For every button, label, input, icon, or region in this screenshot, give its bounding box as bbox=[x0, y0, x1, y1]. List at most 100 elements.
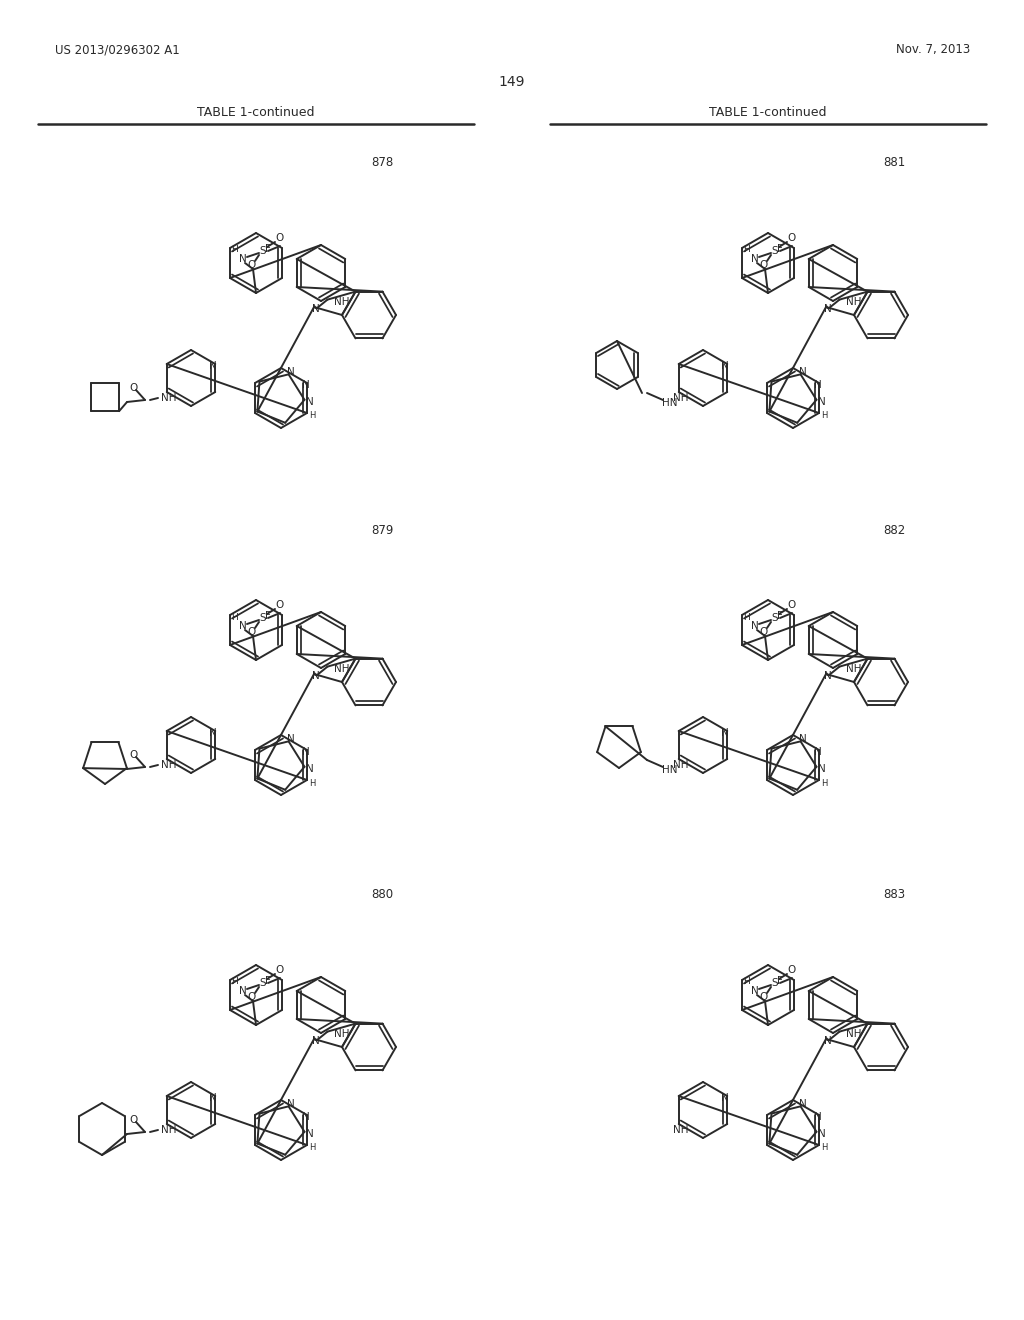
Text: N: N bbox=[799, 367, 807, 378]
Text: N: N bbox=[287, 367, 295, 378]
Text: O: O bbox=[274, 601, 283, 610]
Text: N: N bbox=[312, 672, 319, 681]
Text: H: H bbox=[309, 1143, 315, 1152]
Text: H: H bbox=[231, 612, 239, 622]
Text: US 2013/0296302 A1: US 2013/0296302 A1 bbox=[55, 44, 180, 57]
Text: N: N bbox=[721, 729, 729, 738]
Text: O: O bbox=[247, 993, 255, 1002]
Text: N: N bbox=[240, 986, 247, 997]
Text: O: O bbox=[274, 965, 283, 975]
Text: F: F bbox=[777, 244, 783, 253]
Text: N: N bbox=[302, 380, 310, 389]
Text: NH: NH bbox=[673, 393, 689, 403]
Text: O: O bbox=[786, 234, 795, 243]
Text: N: N bbox=[305, 764, 313, 774]
Text: N: N bbox=[721, 360, 729, 371]
Text: 883: 883 bbox=[883, 888, 905, 902]
Text: N: N bbox=[240, 620, 247, 631]
Text: TABLE 1-continued: TABLE 1-continued bbox=[710, 106, 826, 119]
Text: N: N bbox=[209, 360, 217, 371]
Text: O: O bbox=[759, 260, 767, 271]
Text: H: H bbox=[821, 412, 827, 421]
Text: O: O bbox=[759, 627, 767, 638]
Text: N: N bbox=[817, 764, 825, 774]
Text: N: N bbox=[312, 1036, 319, 1047]
Text: F: F bbox=[265, 611, 271, 620]
Text: NH: NH bbox=[846, 664, 861, 673]
Text: HN: HN bbox=[663, 399, 678, 408]
Text: F: F bbox=[777, 611, 783, 620]
Text: O: O bbox=[759, 993, 767, 1002]
Text: S: S bbox=[772, 246, 778, 256]
Text: Nov. 7, 2013: Nov. 7, 2013 bbox=[896, 44, 970, 57]
Text: N: N bbox=[209, 729, 217, 738]
Text: S: S bbox=[260, 246, 266, 256]
Text: N: N bbox=[240, 253, 247, 264]
Text: O: O bbox=[786, 965, 795, 975]
Text: NH: NH bbox=[846, 297, 861, 306]
Text: N: N bbox=[287, 734, 295, 744]
Text: NH: NH bbox=[673, 1125, 689, 1135]
Text: O: O bbox=[247, 627, 255, 638]
Text: 149: 149 bbox=[499, 75, 525, 88]
Text: N: N bbox=[302, 747, 310, 756]
Text: O: O bbox=[129, 383, 137, 393]
Text: NH: NH bbox=[673, 760, 689, 770]
Text: O: O bbox=[274, 234, 283, 243]
Text: N: N bbox=[814, 747, 822, 756]
Text: S: S bbox=[260, 612, 266, 623]
Text: S: S bbox=[772, 978, 778, 987]
Text: O: O bbox=[129, 1115, 137, 1125]
Text: N: N bbox=[814, 380, 822, 389]
Text: H: H bbox=[821, 1143, 827, 1152]
Text: HN: HN bbox=[663, 766, 678, 775]
Text: H: H bbox=[743, 246, 751, 255]
Text: 881: 881 bbox=[883, 157, 905, 169]
Text: N: N bbox=[817, 397, 825, 407]
Text: 878: 878 bbox=[371, 157, 393, 169]
Text: H: H bbox=[231, 978, 239, 986]
Text: NH: NH bbox=[334, 1028, 349, 1039]
Text: H: H bbox=[821, 779, 827, 788]
Text: 879: 879 bbox=[371, 524, 393, 536]
Text: N: N bbox=[752, 253, 759, 264]
Text: N: N bbox=[287, 1100, 295, 1109]
Text: F: F bbox=[265, 975, 271, 986]
Text: NH: NH bbox=[334, 297, 349, 306]
Text: N: N bbox=[721, 1093, 729, 1104]
Text: NH: NH bbox=[161, 1125, 177, 1135]
Text: 882: 882 bbox=[883, 524, 905, 536]
Text: S: S bbox=[772, 612, 778, 623]
Text: H: H bbox=[743, 612, 751, 622]
Text: H: H bbox=[743, 978, 751, 986]
Text: N: N bbox=[817, 1129, 825, 1139]
Text: N: N bbox=[302, 1111, 310, 1122]
Text: N: N bbox=[209, 1093, 217, 1104]
Text: N: N bbox=[312, 305, 319, 314]
Text: N: N bbox=[824, 305, 831, 314]
Text: N: N bbox=[799, 734, 807, 744]
Text: NH: NH bbox=[846, 1028, 861, 1039]
Text: N: N bbox=[824, 672, 831, 681]
Text: F: F bbox=[777, 975, 783, 986]
Text: H: H bbox=[309, 779, 315, 788]
Text: O: O bbox=[129, 750, 137, 760]
Text: F: F bbox=[265, 244, 271, 253]
Text: 880: 880 bbox=[371, 888, 393, 902]
Text: N: N bbox=[305, 397, 313, 407]
Text: N: N bbox=[824, 1036, 831, 1047]
Text: NH: NH bbox=[334, 664, 349, 673]
Text: N: N bbox=[305, 1129, 313, 1139]
Text: N: N bbox=[752, 620, 759, 631]
Text: S: S bbox=[260, 978, 266, 987]
Text: H: H bbox=[309, 412, 315, 421]
Text: TABLE 1-continued: TABLE 1-continued bbox=[198, 106, 314, 119]
Text: N: N bbox=[799, 1100, 807, 1109]
Text: NH: NH bbox=[161, 393, 177, 403]
Text: O: O bbox=[247, 260, 255, 271]
Text: N: N bbox=[814, 1111, 822, 1122]
Text: NH: NH bbox=[161, 760, 177, 770]
Text: N: N bbox=[752, 986, 759, 997]
Text: O: O bbox=[786, 601, 795, 610]
Text: H: H bbox=[231, 246, 239, 255]
